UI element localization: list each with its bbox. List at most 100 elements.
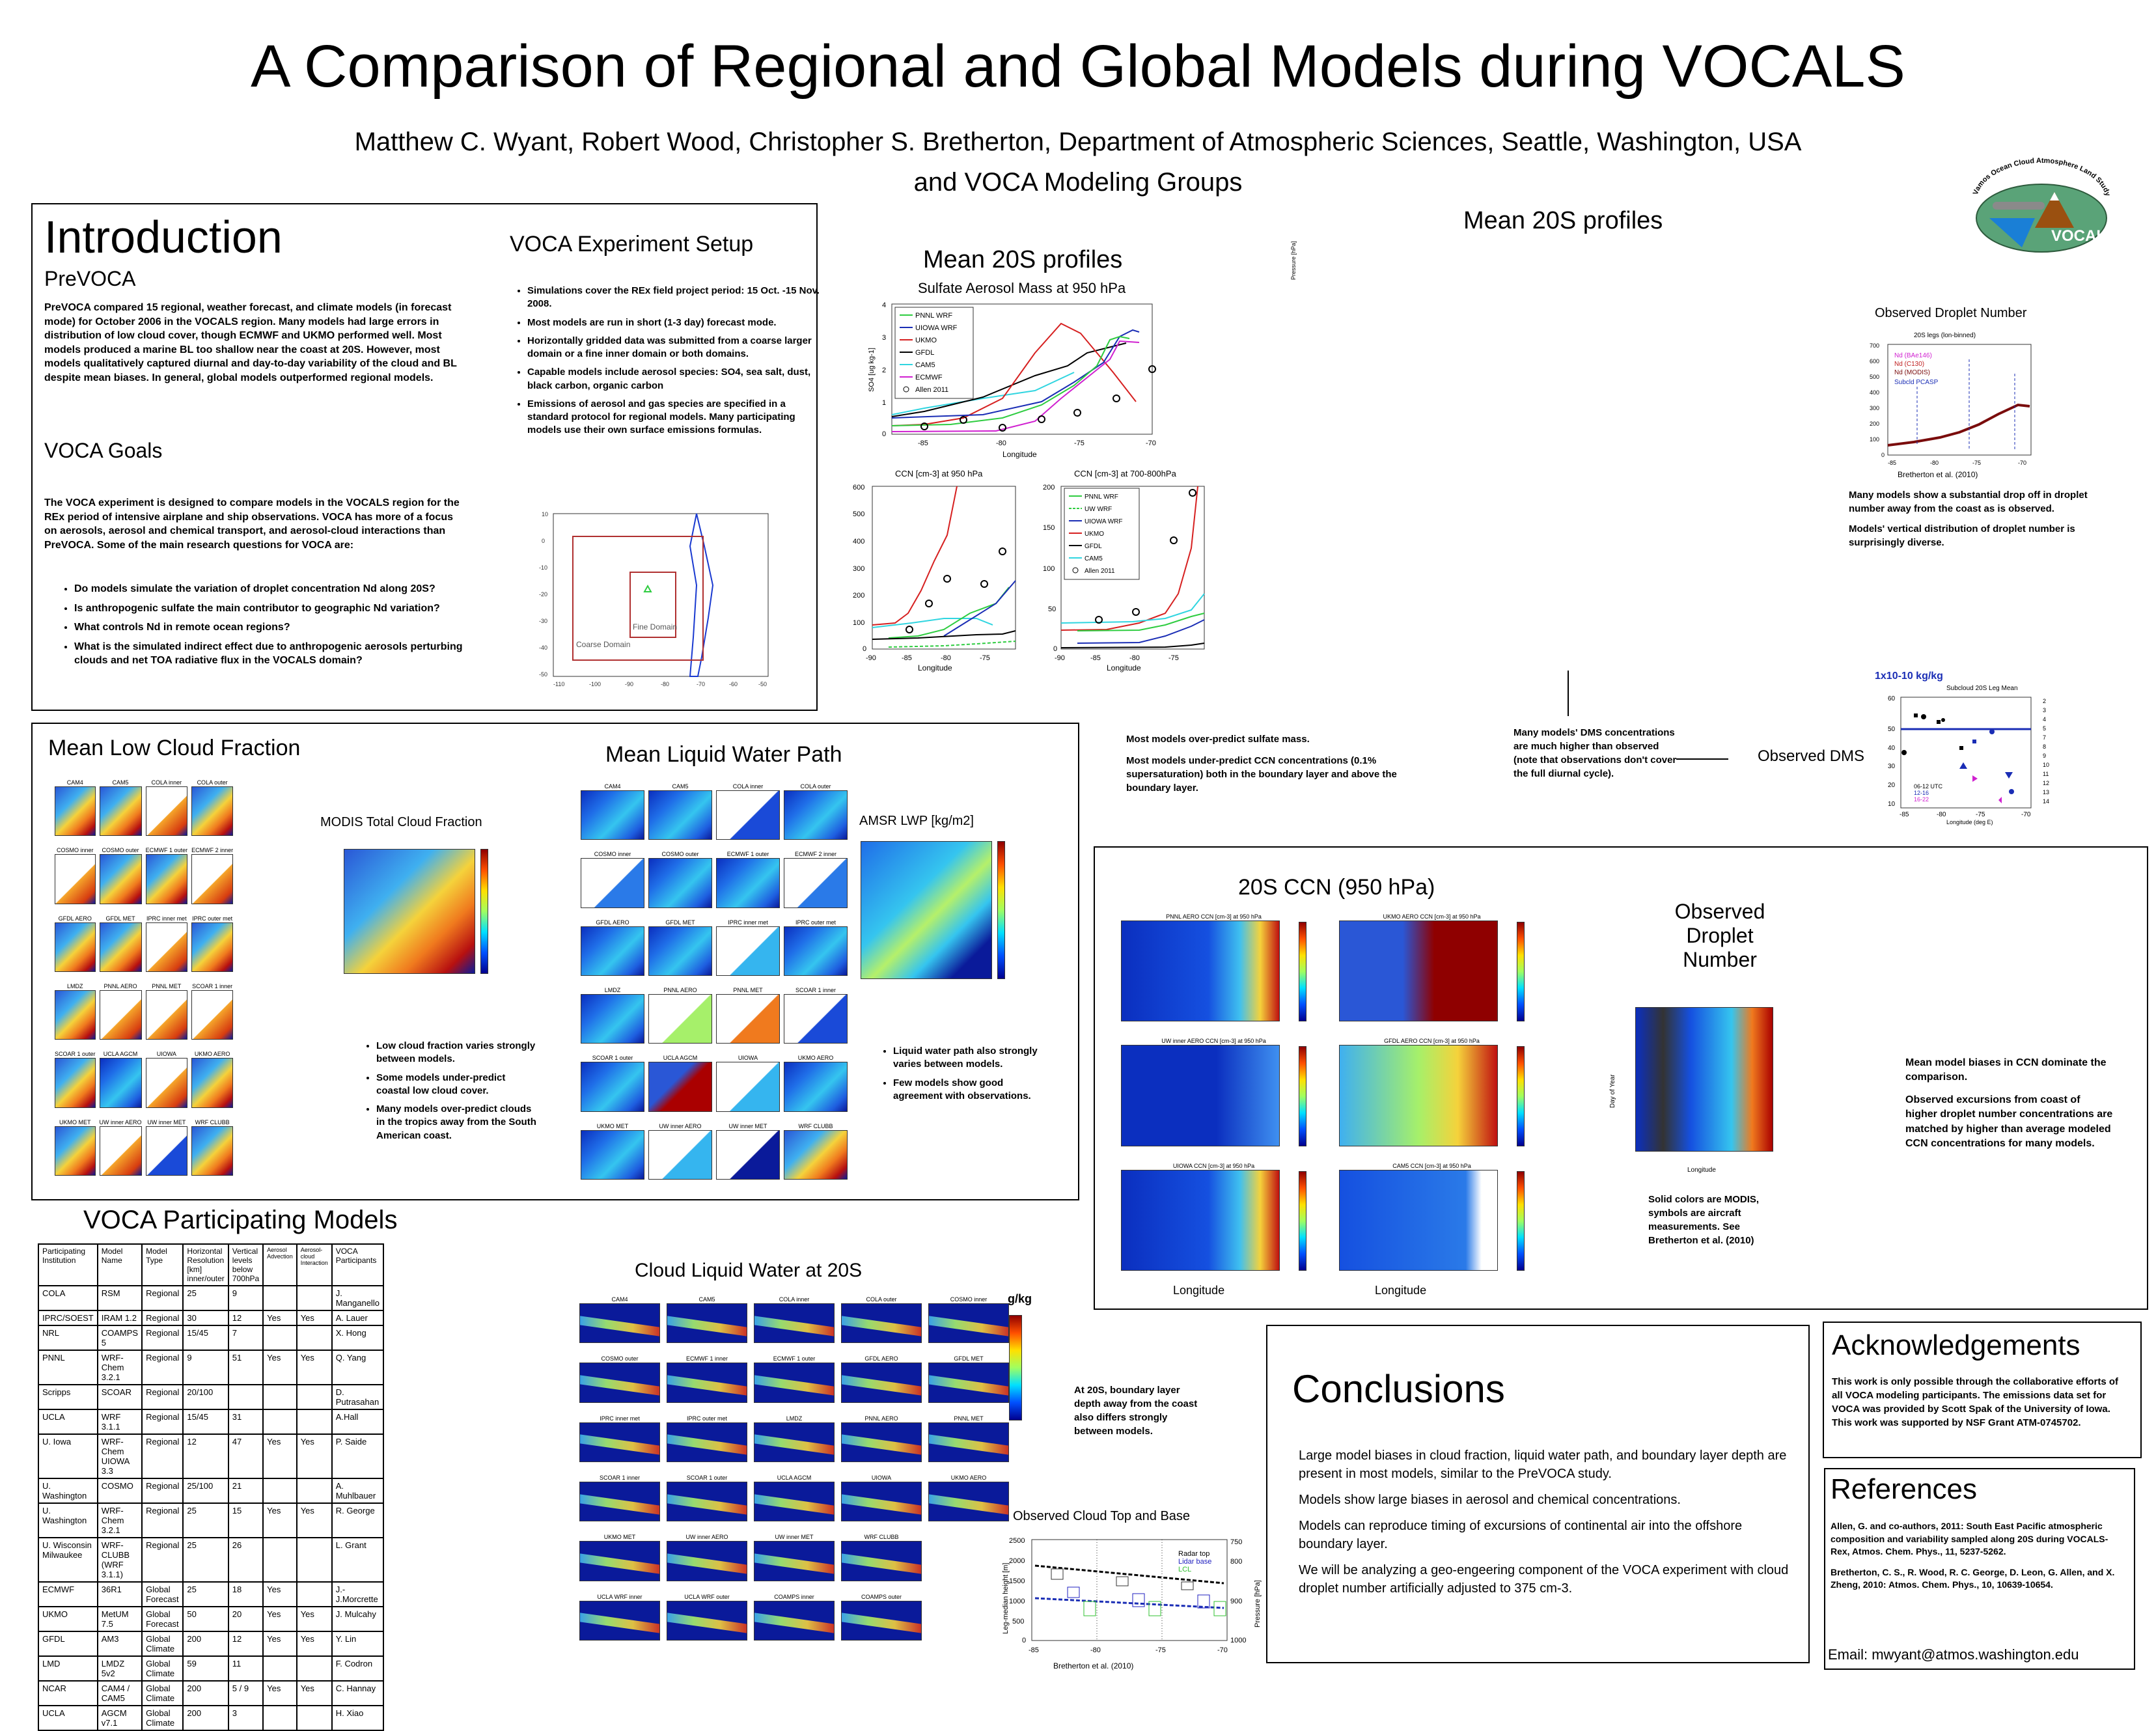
svg-text:-70: -70	[697, 681, 705, 687]
svg-text:-70: -70	[2018, 460, 2026, 466]
table-cell: R. George	[331, 1503, 384, 1538]
table-cell: J.-J.Morcrette	[331, 1581, 384, 1607]
table-cell: WRF-Chem 3.2.1	[96, 1350, 143, 1385]
svg-text:9: 9	[2043, 753, 2046, 759]
table-cell: A. Muhlbauer	[331, 1478, 384, 1504]
svg-text:5: 5	[2043, 725, 2046, 732]
table-cell: PNNL	[38, 1350, 98, 1385]
amsr-colorbar	[997, 841, 1005, 979]
svg-text:200: 200	[853, 592, 864, 600]
lwp-panel: COSMO inner	[581, 850, 644, 915]
table-row: U. Washington WRF-Chem 3.2.1 Regional 25 15 Y…	[38, 1503, 384, 1538]
contact-email[interactable]: Email: mwyant@atmos.washington.edu	[1828, 1646, 2079, 1663]
table-cell: 50	[182, 1606, 229, 1632]
lwp-panel: UIOWA	[716, 1054, 780, 1118]
table-cell: Regional	[141, 1285, 184, 1311]
table-cell	[296, 1325, 333, 1351]
experiment-setup-title: VOCA Experiment Setup	[510, 232, 754, 256]
table-cell	[262, 1285, 297, 1311]
svg-text:-80: -80	[1090, 1646, 1101, 1654]
ccn-950-chart: CCN [cm-3] at 950 hPa 600 500 400 300 200 100…	[846, 469, 1035, 677]
question-item: Do models simulate the variation of drop…	[74, 582, 478, 596]
conclusions-section: Conclusions Large model biases in cloud …	[1266, 1325, 1810, 1663]
svg-text:11: 11	[2043, 771, 2049, 777]
svg-text:300: 300	[1870, 405, 1879, 411]
svg-text:100: 100	[1043, 565, 1055, 573]
question-item: What controls Nd in remote ocean regions…	[74, 620, 478, 635]
amsr-lwp-map	[861, 841, 992, 979]
svg-text:UW WRF: UW WRF	[1085, 506, 1112, 513]
table-cell: IRAM 1.2	[96, 1310, 143, 1326]
clw-panel: PNNL MET	[928, 1414, 1009, 1469]
lwp-panel: UW inner AERO	[648, 1122, 712, 1186]
table-cell: Global Climate	[141, 1680, 184, 1706]
clw-panel: SCOAR 1 inner	[579, 1474, 660, 1529]
svg-text:-85: -85	[918, 439, 928, 447]
svg-text:2: 2	[2043, 698, 2046, 704]
svg-text:-110: -110	[553, 681, 564, 687]
svg-text:40: 40	[1888, 745, 1896, 752]
ccn-notes: Mean model biases in CCN dominate the co…	[1905, 1057, 2113, 1149]
table-cell: Global Climate	[141, 1705, 184, 1731]
table-cell	[227, 1384, 264, 1410]
introduction-section: Introduction PreVOCA PreVOCA compared 15…	[31, 203, 820, 711]
table-cell: 11	[227, 1655, 264, 1682]
svg-text:-80: -80	[941, 654, 951, 662]
svg-text:Pressure [hPa]: Pressure [hPa]	[1254, 1580, 1262, 1627]
clw-panel: ECMWF 1 outer	[754, 1355, 835, 1409]
table-cell: NRL	[38, 1325, 98, 1351]
vocals-logo: Vamos Ocean Cloud Atmosphere Land Study …	[1963, 156, 2120, 254]
lwp-panel: UKMO MET	[581, 1122, 644, 1186]
svg-text:-90: -90	[625, 681, 633, 687]
lwp-title: Mean Liquid Water Path	[605, 742, 842, 767]
low-cloud-panel: LMDZ	[55, 982, 96, 1047]
svg-text:Longitude: Longitude	[1002, 450, 1037, 459]
table-cell: 12	[227, 1310, 264, 1326]
table-cell: WRF-Chem 3.2.1	[96, 1503, 143, 1538]
svg-text:-80: -80	[661, 681, 669, 687]
observed-droplet-title: Observed Droplet Number	[1875, 306, 2027, 320]
droplet-notes: Many models show a substantial drop off …	[1849, 490, 2088, 548]
ccn-20s-section: 20S CCN (950 hPa) PNNL AERO CCN [cm-3] a…	[1094, 846, 2148, 1310]
table-cell	[296, 1285, 333, 1311]
svg-text:200: 200	[1870, 421, 1879, 427]
svg-text:Longitude: Longitude	[1107, 663, 1141, 672]
cloud-top-base-citation: Bretherton et al. (2010)	[1053, 1661, 1134, 1670]
table-cell: L. Grant	[331, 1537, 384, 1583]
svg-text:Subcld PCASP: Subcld PCASP	[1894, 379, 1939, 386]
table-cell: U. Wisconsin Milwaukee	[38, 1537, 98, 1583]
reference-item: Allen, G. and co-authors, 2011: South Ea…	[1831, 1521, 2108, 1557]
ccn-700-800-title: CCN [cm-3] at 700-800hPa	[1074, 469, 1176, 478]
question-item: What is the simulated indirect effect du…	[74, 640, 478, 668]
table-row: LMD LMDZ 5v2 Global Climate 59 11 F. Codron	[38, 1655, 384, 1682]
table-cell: Scripps	[38, 1384, 98, 1410]
table-cell: Regional	[141, 1384, 184, 1410]
table-cell: WRF 3.1.1	[96, 1409, 143, 1435]
low-cloud-panel: SCOAR 1 outer	[55, 1050, 96, 1115]
svg-text:UIOWA WRF: UIOWA WRF	[915, 324, 958, 332]
profiles-note: Most models over-predict sulfate mass.	[1126, 734, 1310, 745]
question-item: Is anthropogenic sulfate the main contri…	[74, 602, 478, 616]
profiles-note: Most models under-predict CCN concentrat…	[1126, 755, 1397, 794]
observed-dms-label: Observed DMS	[1758, 747, 1865, 765]
reference-item: Bretherton, C. S., R. Wood, R. C. George…	[1831, 1566, 2115, 1590]
svg-text:14: 14	[2043, 798, 2049, 805]
table-cell: Yes	[262, 1503, 297, 1538]
clw-panel: COSMO inner	[928, 1295, 1009, 1350]
clw-panel: SCOAR 1 outer	[667, 1474, 747, 1529]
ccn-panel: GFDL AERO CCN [cm-3] at 950 hPa	[1339, 1037, 1525, 1153]
table-cell: UCLA	[38, 1705, 98, 1731]
table-cell: X. Hong	[331, 1325, 384, 1351]
lwp-panel: SCOAR 1 outer	[581, 1054, 644, 1118]
lwp-panel: COLA outer	[784, 782, 848, 847]
table-cell: 20/100	[182, 1384, 229, 1410]
setup-item: Simulations cover the REx field project …	[527, 284, 827, 311]
svg-text:UKMO: UKMO	[915, 337, 937, 344]
clw-panel: PNNL AERO	[841, 1414, 922, 1469]
lwp-panel: UKMO AERO	[784, 1054, 848, 1118]
table-cell: Regional	[141, 1350, 184, 1385]
svg-text:-75: -75	[980, 654, 990, 662]
svg-text:-80: -80	[1937, 811, 1946, 818]
table-row: U. Iowa WRF-Chem UIOWA 3.3 Regional 12 47 Yes…	[38, 1433, 384, 1479]
amsr-title: AMSR LWP [kg/m2]	[859, 814, 974, 828]
